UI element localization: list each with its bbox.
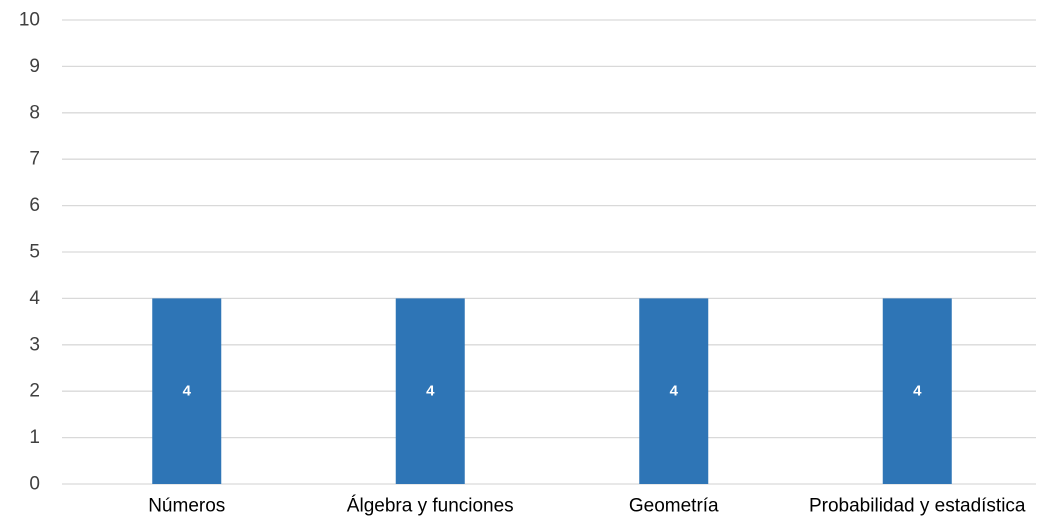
y-tick-label: 6 [29, 195, 40, 216]
x-category-label: Álgebra y funciones [347, 496, 514, 517]
x-axis-category-labels: Números Álgebra y funciones Geometría Proba… [148, 496, 1026, 517]
y-axis-tick-labels: 0 1 2 3 4 5 6 7 8 9 10 [19, 10, 41, 495]
y-tick-label: 3 [29, 334, 40, 355]
bar [152, 298, 222, 484]
data-labels: 4 4 4 4 [183, 383, 923, 400]
x-category-label: Números [148, 496, 225, 517]
x-category-label: Probabilidad y estadística [809, 496, 1026, 517]
bar [639, 298, 709, 484]
y-tick-label: 1 [29, 427, 40, 448]
y-tick-label: 0 [29, 474, 40, 495]
data-label: 4 [183, 383, 192, 400]
bars [152, 298, 952, 484]
bar [395, 298, 465, 484]
y-tick-label: 4 [29, 288, 40, 309]
data-label: 4 [913, 383, 922, 400]
data-label: 4 [670, 383, 679, 400]
data-label: 4 [426, 383, 435, 400]
y-tick-label: 9 [29, 56, 40, 77]
y-tick-label: 2 [29, 381, 40, 402]
x-category-label: Geometría [629, 496, 719, 517]
y-tick-label: 7 [29, 149, 40, 170]
bar [882, 298, 952, 484]
y-tick-label: 8 [29, 102, 40, 123]
y-tick-label: 10 [19, 10, 40, 31]
gridlines [62, 19, 1036, 485]
y-tick-label: 5 [29, 242, 40, 263]
